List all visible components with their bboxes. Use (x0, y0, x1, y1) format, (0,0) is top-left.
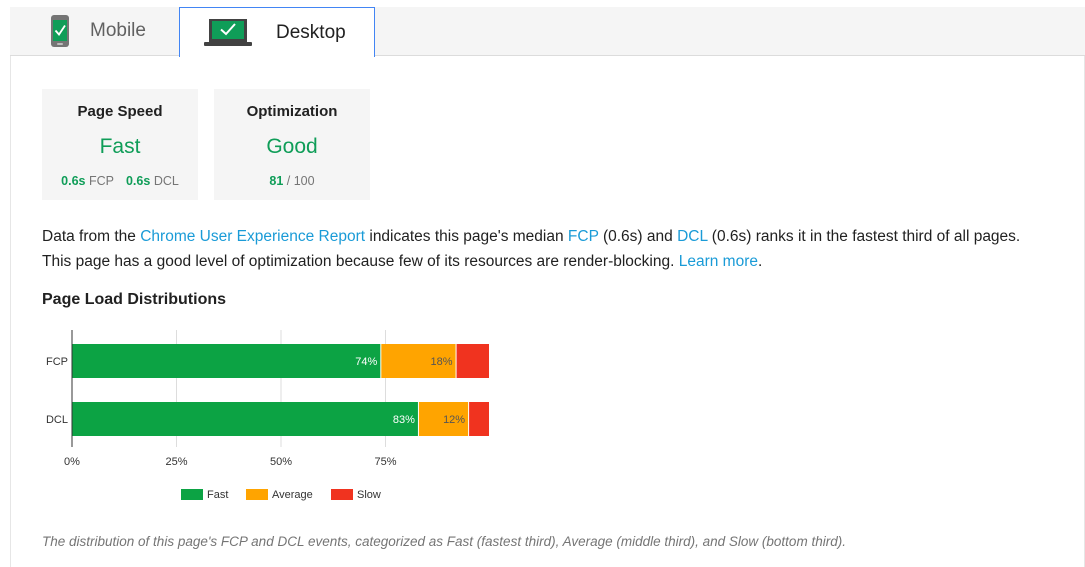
bar-segment (72, 344, 381, 378)
x-tick-label: 25% (165, 456, 187, 468)
data-label: 74% (355, 356, 377, 368)
optimization-title: Optimization (246, 103, 338, 120)
device-tabs: Mobile Desktop (10, 7, 1085, 57)
summary-text-part: indicates this page's median (365, 228, 568, 245)
x-tick-label: 75% (374, 456, 396, 468)
tab-desktop-label: Desktop (276, 21, 346, 43)
data-label: 83% (393, 414, 415, 426)
tab-mobile[interactable]: Mobile (10, 7, 179, 55)
page-speed-card: Page Speed Fast 0.6s FCP 0.6s DCL (42, 89, 198, 200)
tab-mobile-label: Mobile (90, 20, 146, 41)
legend-label: Fast (207, 489, 228, 501)
legend-swatch (246, 489, 268, 500)
summary-text-part: This page has a good level of optimizati… (42, 253, 679, 270)
bar-segment (456, 344, 489, 378)
optimization-score-suffix: / 100 (286, 174, 315, 188)
dcl-link[interactable]: DCL (677, 228, 708, 245)
summary-text-part: (0.6s) and (598, 228, 678, 245)
desktop-check-icon (204, 18, 252, 46)
page-speed-metrics: 0.6s FCP 0.6s DCL (42, 174, 198, 188)
bar-segment (381, 344, 456, 378)
fcp-label: FCP (88, 174, 114, 188)
summary-text-part: . (757, 253, 763, 270)
optimization-card: Optimization Good 81 / 100 (214, 89, 370, 200)
legend-swatch (181, 489, 203, 500)
page-load-distributions-title: Page Load Distributions (42, 291, 227, 308)
bar-segment (72, 402, 418, 436)
tab-desktop[interactable]: Desktop (179, 7, 375, 57)
summary-text-part: Data from the (42, 228, 141, 245)
data-label: 12% (443, 414, 465, 426)
fcp-link[interactable]: FCP (567, 228, 599, 245)
bar-segment (418, 402, 469, 436)
x-tick-label: 50% (270, 456, 292, 468)
legend-swatch (331, 489, 353, 500)
category-label: FCP (46, 356, 68, 368)
legend-label: Slow (357, 489, 381, 501)
data-label: 18% (431, 356, 453, 368)
optimization-score-value: 81 (269, 174, 284, 188)
page-load-distribution-chart: FCP 74% 18% DCL 83% 12% 0% 25% 50% 75% Fast Average… (46, 330, 489, 501)
x-tick-label: 0% (64, 456, 80, 468)
bar-segment (469, 402, 489, 436)
summary-text-part: (0.6s) ranks it in the fastest third of … (707, 228, 1021, 245)
chrome-ux-report-link[interactable]: Chrome User Experience Report (140, 228, 366, 245)
summary-text: Data from the Chrome User Experience Rep… (42, 224, 1077, 274)
dcl-label: DCL (153, 174, 179, 188)
learn-more-link[interactable]: Learn more (678, 253, 758, 270)
optimization-value: Good (266, 135, 318, 158)
page-speed-title: Page Speed (77, 103, 163, 120)
fcp-value: 0.6s (61, 174, 86, 188)
legend-label: Average (272, 489, 313, 501)
mobile-check-icon (51, 15, 69, 47)
category-label: DCL (46, 414, 68, 426)
page-speed-value: Fast (99, 135, 141, 158)
optimization-score: 81 / 100 (214, 174, 370, 188)
chart-caption: The distribution of this page's FCP and … (42, 534, 846, 549)
dcl-value: 0.6s (125, 174, 151, 188)
